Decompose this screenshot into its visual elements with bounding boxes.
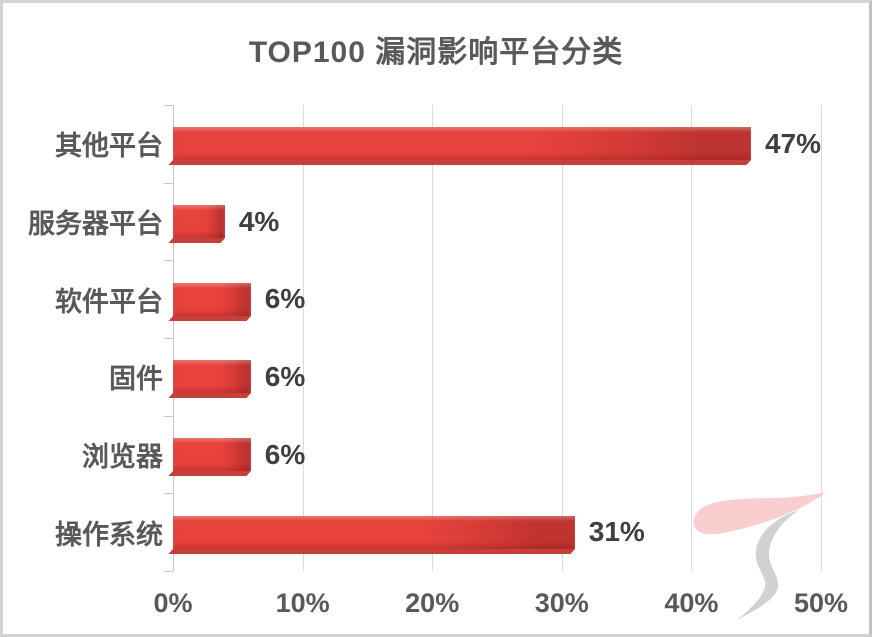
- bars-layer: 47% 4% 6% 6% 6% 31%: [168, 105, 821, 571]
- axis-tick-layer: [164, 105, 821, 572]
- chart-bar-row: 4%: [168, 183, 821, 261]
- bar-value-label: 47%: [764, 127, 821, 159]
- bar: [168, 438, 251, 477]
- gridline: [821, 105, 822, 571]
- category-label: 软件平台: [55, 286, 163, 317]
- x-tick-label: 0%: [153, 588, 193, 618]
- bar-3d-bottom-face: [168, 393, 251, 399]
- bar-value-label: 6%: [264, 360, 306, 392]
- bar-value-label: 31%: [588, 516, 645, 548]
- category-axis: 其他平台服务器平台软件平台固件浏览器操作系统: [3, 105, 163, 571]
- bar-3d-bottom-face: [168, 315, 251, 321]
- bar-value-label: 4%: [238, 205, 280, 237]
- gridline: [691, 105, 693, 571]
- x-axis: 0% 10% 20% 30% 40% 50%: [153, 588, 848, 628]
- x-tick-label: 50%: [793, 588, 849, 618]
- gridline-layer: [173, 105, 822, 571]
- gridline: [302, 105, 304, 571]
- chart-bar-row: 47%: [168, 105, 821, 183]
- bar: [168, 205, 225, 243]
- category-axis-tick: [164, 493, 173, 495]
- bar: [168, 515, 575, 554]
- bar-3d-bottom-face: [168, 548, 575, 554]
- category-axis-tick: [164, 182, 173, 184]
- category-axis-tick: [164, 571, 173, 572]
- x-tick-label: 10%: [275, 588, 330, 618]
- category-axis-tick: [164, 105, 173, 106]
- bar: [168, 282, 251, 321]
- category-axis-tick: [164, 338, 173, 339]
- gridline: [561, 105, 563, 571]
- bar-3d-bottom-face: [168, 471, 251, 477]
- bar-3d-bottom-face: [168, 160, 751, 166]
- chart-bar-row: 6%: [168, 338, 821, 416]
- category-label: 操作系统: [55, 519, 163, 550]
- category-axis-tick: [164, 260, 173, 262]
- x-tick-label: 20%: [405, 588, 460, 618]
- category-label: 固件: [109, 364, 163, 395]
- category-axis-tick: [164, 415, 173, 417]
- category-label: 浏览器: [82, 442, 163, 473]
- category-label: 服务器平台: [28, 209, 163, 239]
- plot-area: 47% 4% 6% 6% 6% 31%: [164, 105, 822, 572]
- bar-3d-bottom-face: [168, 238, 225, 243]
- chart-title: TOP100 漏洞影响平台分类: [248, 36, 624, 69]
- bar-value-label: 6%: [264, 438, 306, 470]
- bar: [168, 127, 751, 166]
- x-tick-label: 30%: [534, 588, 589, 618]
- category-label: 其他平台: [55, 131, 163, 162]
- y-axis-line: [173, 105, 174, 571]
- x-tick-label: 40%: [664, 588, 719, 618]
- bar-value-label: 6%: [264, 283, 306, 315]
- bar: [168, 360, 251, 399]
- chart-bar-row: 31%: [168, 493, 821, 571]
- chart-bar-row: 6%: [168, 416, 821, 494]
- chart-bar-row: 6%: [168, 260, 821, 338]
- gridline: [432, 105, 434, 571]
